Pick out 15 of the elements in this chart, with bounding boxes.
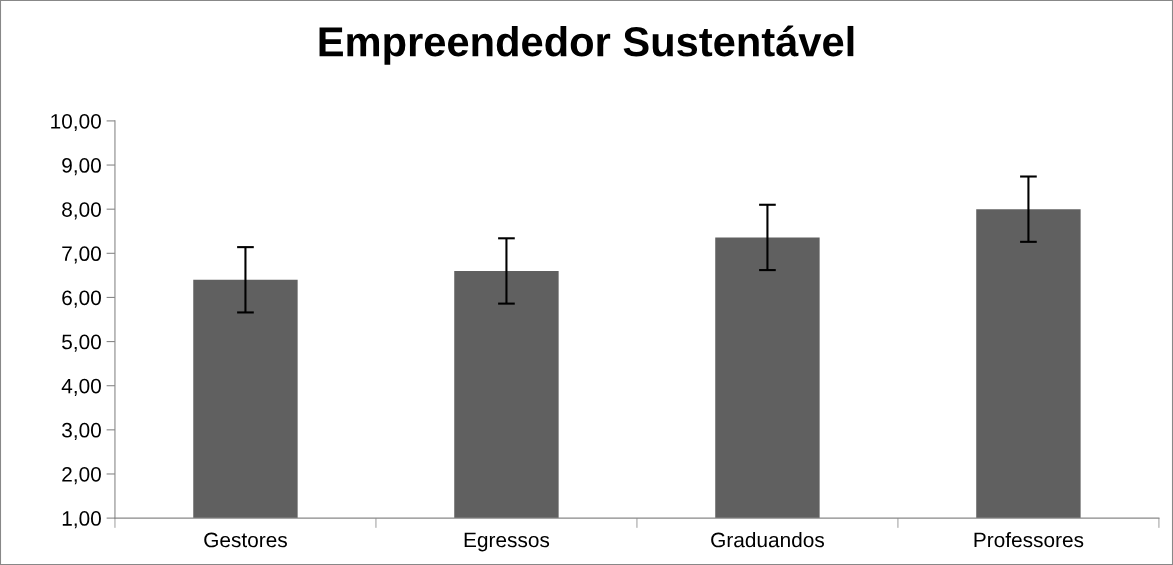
y-tick-label: 2,00	[62, 466, 101, 485]
y-tick-label: 7,00	[62, 246, 101, 264]
x-tick-label: Egressos	[464, 532, 550, 552]
x-tick-label: Graduandos	[711, 531, 825, 548]
y-tick-label: 8,00	[62, 202, 101, 220]
y-tick-label: 4,00	[61, 378, 101, 396]
y-tick-label: 6,00	[62, 290, 101, 308]
chart-title: Empreendedor Sustentável	[319, 25, 854, 65]
y-tick-label: 3,00	[62, 422, 101, 441]
x-tick-label: Professores	[974, 532, 1084, 548]
y-tick-label: 10,00	[51, 113, 101, 132]
y-tick-label: 5,00	[62, 334, 101, 352]
y-tick-label: 1,00	[62, 511, 101, 529]
x-tick-label: Gestores	[204, 532, 287, 548]
y-tick-label: 9,00	[62, 158, 101, 176]
